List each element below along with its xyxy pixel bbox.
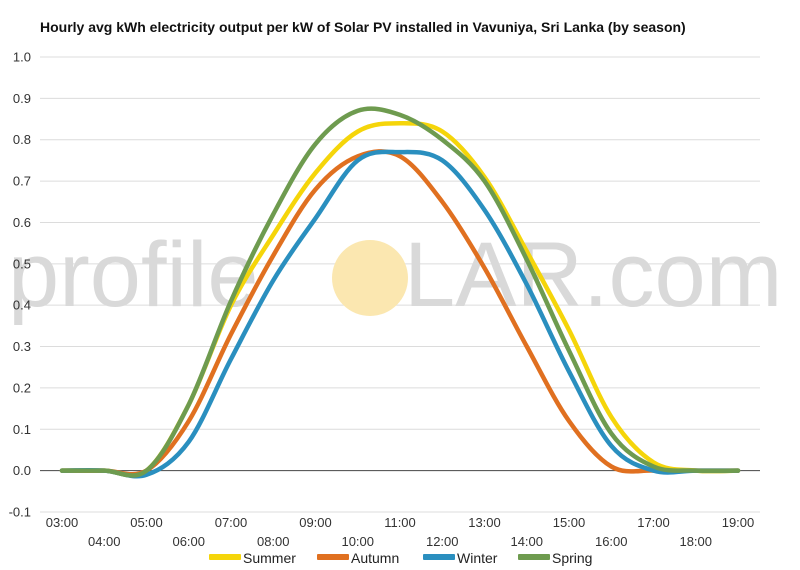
x-tick-label: 18:00 [679, 534, 712, 549]
x-tick-label: 09:00 [299, 515, 332, 530]
x-tick-label: 03:00 [46, 515, 79, 530]
chart-title: Hourly avg kWh electricity output per kW… [40, 19, 686, 35]
x-tick-label: 10:00 [341, 534, 374, 549]
series-lines [59, 106, 741, 479]
y-tick-label: 0.2 [13, 380, 31, 395]
legend-swatch-winter [423, 554, 455, 560]
watermark-sun-icon [332, 240, 408, 316]
x-tick-label: 12:00 [426, 534, 459, 549]
legend-label: Summer [243, 550, 296, 566]
y-tick-label: 0.4 [13, 298, 31, 313]
y-tick-label: 0.6 [13, 215, 31, 230]
legend-label: Autumn [351, 550, 399, 566]
x-tick-label: 13:00 [468, 515, 501, 530]
x-tick-label: 05:00 [130, 515, 163, 530]
y-tick-label: 0.3 [13, 339, 31, 354]
x-tick-label: 06:00 [172, 534, 205, 549]
x-tick-label: 16:00 [595, 534, 628, 549]
y-tick-label: 0.7 [13, 174, 31, 189]
legend-label: Winter [457, 550, 498, 566]
y-tick-label: 0.1 [13, 422, 31, 437]
series-line-spring [59, 106, 741, 478]
y-tick-label: -0.1 [9, 505, 31, 520]
y-tick-label: 1.0 [13, 50, 31, 65]
legend-label: Spring [552, 550, 592, 566]
x-tick-label: 08:00 [257, 534, 290, 549]
legend: Summer Autumn Winter Spring [209, 550, 592, 566]
x-tick-label: 11:00 [384, 515, 416, 530]
legend-swatch-summer [209, 554, 241, 560]
watermark-text-right: LAR.com [404, 224, 782, 326]
series-line-autumn [59, 149, 741, 477]
watermark-text-left: profile [8, 224, 259, 326]
watermark: profile LAR.com [8, 224, 782, 326]
x-tick-label: 07:00 [215, 515, 248, 530]
x-tick-label: 14:00 [510, 534, 543, 549]
y-tick-label: 0.5 [13, 256, 31, 271]
x-tick-label: 19:00 [722, 515, 755, 530]
x-tick-label: 04:00 [88, 534, 121, 549]
y-tick-label: 0.0 [13, 463, 31, 478]
series-line-winter [59, 149, 741, 479]
x-tick-label: 17:00 [637, 515, 670, 530]
x-tick-label: 15:00 [553, 515, 586, 530]
legend-swatch-autumn [317, 554, 349, 560]
legend-swatch-spring [518, 554, 550, 560]
grid-lines [40, 56, 760, 513]
y-tick-label: 0.8 [13, 132, 31, 147]
y-tick-label: 0.9 [13, 91, 31, 106]
